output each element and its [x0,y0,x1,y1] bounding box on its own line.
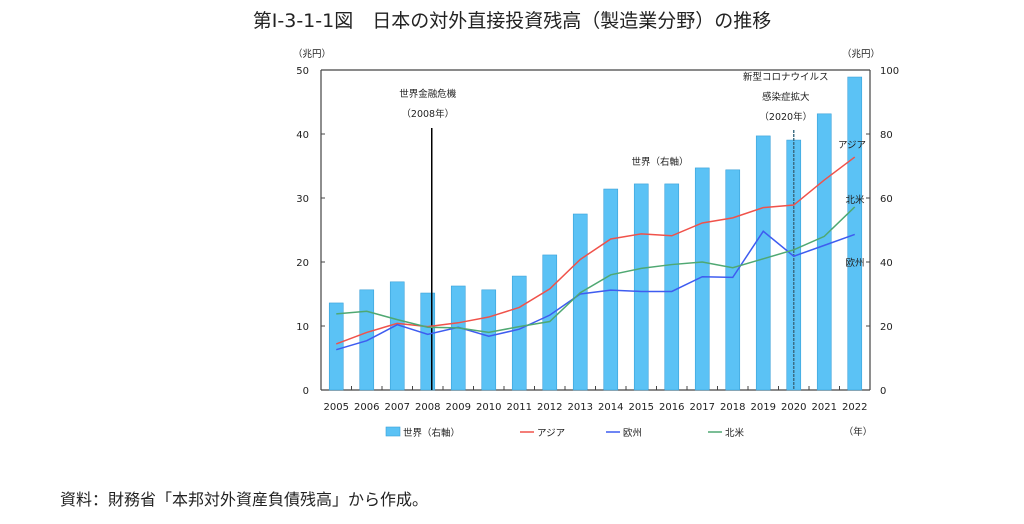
right-tick-label: 80 [880,130,893,141]
x-tick-label: 2010 [476,402,501,413]
annotation-text: （2020年） [759,111,812,123]
bar-world [847,76,863,391]
x-tick-label: 2019 [751,402,776,413]
bar-world [755,135,771,391]
x-tick-label: 2018 [720,402,745,413]
left-tick-label: 20 [296,258,309,269]
bar-world [816,113,832,391]
legend-label: 欧州 [623,427,642,439]
x-tick-label: 2008 [415,402,440,413]
x-tick-label: 2005 [324,402,349,413]
line-欧州 [336,230,856,351]
bar-world [664,183,680,391]
right-axis-unit: （兆円） [842,48,880,60]
legend-label: 北米 [725,427,745,439]
legend-label: 世界（右軸） [403,427,460,439]
x-tick-label: 2016 [659,402,684,413]
annotation-text: 新型コロナウイルス [743,71,829,83]
line-アジア [335,156,856,345]
x-tick-label: 2015 [629,402,654,413]
left-tick-label: 0 [303,386,309,397]
legend-swatch-world [385,426,401,437]
x-tick-label: 2011 [507,402,532,413]
x-tick-label: 2022 [842,402,867,413]
x-tick-label: 2009 [446,402,471,413]
x-tick-label: 2013 [568,402,593,413]
bar-world [725,169,741,391]
annotation-text: 世界金融危機 [399,88,457,100]
right-tick-label: 20 [880,322,893,333]
bar-world [328,302,344,391]
bar-world [420,292,436,391]
left-tick-label: 40 [296,130,309,141]
chart-title: 第Ⅰ-3-1-1図 日本の対外直接投資残高（製造業分野）の推移 [252,10,772,32]
x-tick-label: 2014 [598,402,623,413]
series-label-north-america: 北米 [845,194,865,206]
x-tick-label: 2012 [537,402,562,413]
x-tick-label: 2020 [781,402,806,413]
source-note: 資料：財務省「本邦対外資産負債残高」から作成。 [60,490,429,509]
annotation-text: （2008年） [401,108,454,120]
series-label-world: 世界（右軸） [631,156,688,168]
bar-world [450,285,466,391]
bar-world [481,289,497,391]
bar-world [572,213,588,391]
bar-world [511,275,527,391]
right-tick-label: 60 [880,194,893,205]
x-tick-label: 2007 [385,402,410,413]
bar-world [389,281,405,391]
series-label-asia: アジア [838,140,866,151]
bar-world [633,183,649,391]
x-tick-label: 2006 [354,402,379,413]
annotation-text: 感染症拡大 [762,91,810,103]
right-tick-label: 100 [880,66,899,77]
line-北米 [336,206,856,334]
left-tick-label: 10 [296,322,309,333]
right-tick-label: 0 [880,386,886,397]
series-label-europe: 欧州 [845,257,864,269]
x-axis-unit: （年） [844,426,873,438]
left-axis-unit: （兆円） [293,48,331,60]
left-tick-label: 30 [296,194,309,205]
x-tick-label: 2017 [690,402,715,413]
right-tick-label: 40 [880,258,893,269]
x-tick-label: 2021 [812,402,837,413]
left-tick-label: 50 [296,66,309,77]
legend-label: アジア [537,428,565,439]
bar-world [694,167,710,391]
